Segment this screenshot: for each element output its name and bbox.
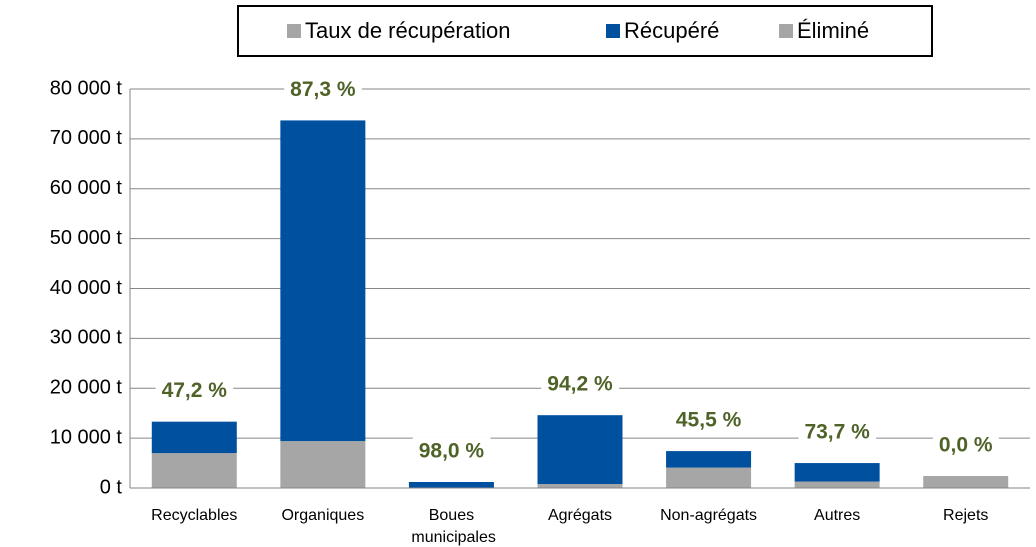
- rate-label-bg: [412, 437, 491, 465]
- bar: [666, 451, 752, 468]
- bar: [794, 481, 880, 488]
- y-tick-label: 50 000 t: [50, 227, 123, 249]
- y-tick-label: 80 000 t: [50, 77, 123, 99]
- x-tick-label: Non-agrégats: [660, 507, 757, 524]
- bar: [151, 421, 237, 454]
- rate-label: 98,0 %: [419, 440, 485, 463]
- legend-label: Récupéré: [624, 18, 719, 43]
- x-tick-label: Agrégats: [548, 507, 612, 524]
- bar: [280, 120, 366, 442]
- rate-label-bg: [798, 418, 877, 446]
- legend-box: [237, 5, 933, 57]
- y-tick-label: 70 000 t: [50, 127, 123, 149]
- bar: [537, 415, 623, 485]
- rate-label-group: 45,5 %: [669, 406, 748, 434]
- legend-swatch: [779, 24, 793, 38]
- y-tick-label: 20 000 t: [50, 377, 123, 399]
- rate-label: 0,0 %: [939, 434, 993, 457]
- bar: [537, 484, 623, 488]
- y-tick-label: 30 000 t: [50, 327, 123, 349]
- legend-swatch: [606, 24, 620, 38]
- legend-label: Taux de récupération: [305, 18, 510, 43]
- rate-label: 45,5 %: [676, 409, 742, 432]
- rate-label-bg: [932, 431, 999, 459]
- rate-label-bg: [541, 370, 620, 398]
- y-tick-label: 40 000 t: [50, 277, 123, 299]
- rate-label: 73,7 %: [804, 421, 870, 444]
- x-tick-label: Boues municipales: [407, 507, 496, 546]
- rate-label-bg: [155, 377, 234, 405]
- rate-label-group: 73,7 %: [798, 418, 877, 446]
- legend-label: Éliminé: [797, 18, 869, 43]
- rate-label-group: 98,0 %: [412, 437, 491, 465]
- y-tick-label: 60 000 t: [50, 177, 123, 199]
- bar: [408, 481, 494, 488]
- rate-label-group: 94,2 %: [541, 370, 620, 398]
- legend-swatch: [287, 24, 301, 38]
- y-tick-label: 10 000 t: [50, 426, 123, 448]
- rate-label: 47,2 %: [162, 379, 228, 402]
- x-tick-label: Autres: [814, 507, 860, 524]
- x-tick-label: Recyclables: [151, 507, 237, 524]
- rate-label: 87,3 %: [290, 78, 356, 101]
- rate-label-bg: [669, 406, 748, 434]
- x-tick-label: Organiques: [281, 507, 364, 524]
- rate-label: 94,2 %: [547, 373, 613, 396]
- rate-label-group: 87,3 %: [284, 75, 362, 103]
- bar: [280, 441, 366, 488]
- bar: [923, 476, 1009, 488]
- rate-label-group: 47,2 %: [155, 377, 234, 405]
- rate-label-group: 0,0 %: [932, 431, 999, 459]
- bar: [666, 467, 752, 488]
- x-tick-label: Rejets: [943, 507, 988, 524]
- bar: [151, 453, 237, 488]
- y-tick-label: 0 t: [100, 476, 123, 498]
- bar: [794, 463, 880, 482]
- rate-label-bg: [284, 75, 362, 103]
